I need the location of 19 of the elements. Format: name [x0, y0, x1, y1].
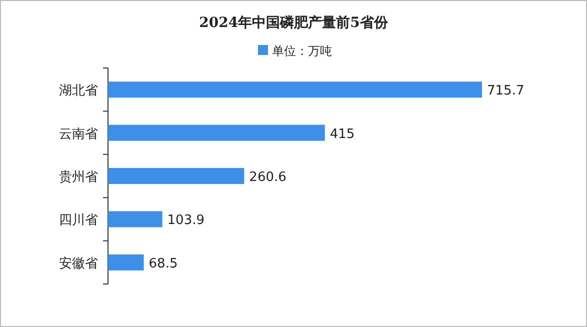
bar	[108, 168, 244, 184]
y-tick-label: 湖北省	[59, 84, 98, 99]
y-tick-label: 安徽省	[59, 255, 98, 272]
data-label: 715.7	[487, 84, 524, 99]
bar	[108, 211, 162, 228]
data-label: 103.9	[167, 213, 205, 228]
legend-label: 单位：万吨	[272, 44, 332, 58]
bar	[108, 124, 325, 141]
plot: 湖北省 云南省 贵州省 四川省 安徽省 715.7 415 260.6 103.9 68.5	[59, 68, 524, 284]
legend: 单位：万吨	[258, 44, 332, 58]
bar	[108, 82, 482, 98]
data-label: 68.5	[148, 256, 178, 272]
bar	[108, 254, 144, 270]
y-tick-label: 贵州省	[59, 170, 98, 185]
chart-title: 2024年中国磷肥产量前5省份	[199, 14, 389, 31]
data-label: 415	[330, 126, 355, 142]
data-label: 260.6	[249, 170, 286, 185]
y-tick-label: 四川省	[59, 213, 98, 228]
y-tick-label: 云南省	[59, 126, 98, 142]
